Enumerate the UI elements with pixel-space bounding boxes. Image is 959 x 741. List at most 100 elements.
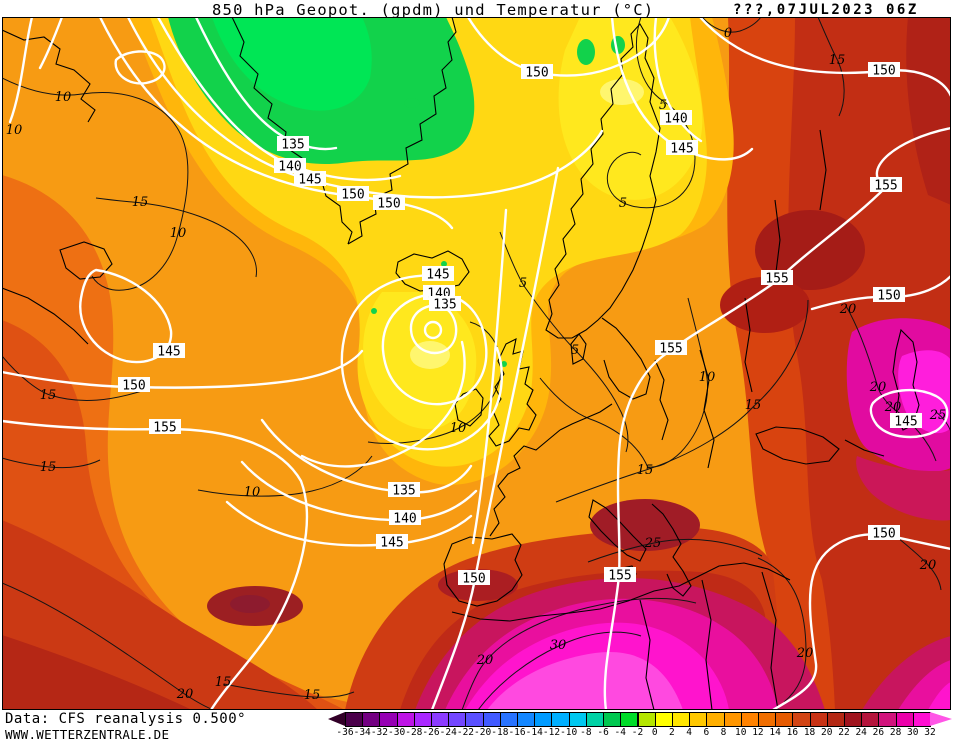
colorbar-box <box>775 712 794 727</box>
colorbar-box <box>878 712 897 727</box>
colorbar-box <box>551 712 570 727</box>
svg-text:150: 150 <box>122 379 145 394</box>
colorbar-box <box>740 712 759 727</box>
geopotential-label: 140 <box>660 110 692 127</box>
temperature-label: 5 <box>519 276 527 291</box>
colorbar-tick-label: -10 <box>560 727 578 738</box>
colorbar-tick-label: 24 <box>855 727 867 738</box>
svg-text:150: 150 <box>872 527 895 542</box>
geopotential-label: 135 <box>429 296 461 313</box>
colorbar-box <box>379 712 398 727</box>
geopotential-label: 140 <box>274 158 306 175</box>
geopotential-label: 135 <box>388 482 420 499</box>
svg-text:135: 135 <box>433 298 456 313</box>
colorbar-tick-label: 4 <box>686 727 692 738</box>
colorbar-box <box>671 712 691 727</box>
colorbar-box <box>861 712 880 727</box>
svg-text:145: 145 <box>157 345 180 360</box>
temperature-label: 20 <box>884 400 902 415</box>
colorbar-tick-label: 26 <box>872 727 885 738</box>
page-title: 850 hPa Geopot. (gpdm) und Temperatur (°… <box>212 1 655 19</box>
geopotential-label: 155 <box>761 270 793 287</box>
colorbar-tick-label: 16 <box>786 727 799 738</box>
temperature-label: 15 <box>304 688 321 703</box>
temperature-label: 10 <box>6 123 23 138</box>
geopotential-label: 145 <box>294 171 326 188</box>
colorbar-box <box>517 712 536 727</box>
geopotential-label: 155 <box>149 419 181 436</box>
colorbar-box <box>413 712 433 727</box>
colorbar-tick-label: -34 <box>353 727 371 738</box>
svg-text:150: 150 <box>877 289 900 304</box>
colorbar-box <box>603 712 622 727</box>
temperature-label: 20 <box>839 302 857 317</box>
svg-text:155: 155 <box>608 569 631 584</box>
svg-text:150: 150 <box>377 197 400 212</box>
colorbar-box <box>809 712 828 727</box>
svg-text:155: 155 <box>765 272 788 287</box>
geopotential-label: 150 <box>868 62 900 79</box>
colorbar-over-arrow <box>930 712 952 726</box>
temperature-label: 20 <box>869 380 887 395</box>
temperature-label: 20 <box>796 646 814 661</box>
temperature-label: 5 <box>619 196 627 211</box>
temperature-label: 20 <box>919 558 937 573</box>
colorbar-box <box>792 712 811 727</box>
geopotential-label: 135 <box>277 136 309 153</box>
svg-text:155: 155 <box>659 342 682 357</box>
colorbar-box <box>431 712 450 727</box>
svg-text:145: 145 <box>380 536 403 551</box>
colorbar-tick-label: -12 <box>542 727 561 738</box>
colorbar-box <box>843 712 863 727</box>
colorbar-tick-label: -14 <box>525 727 543 738</box>
colorbar-tick-label: 0 <box>651 727 658 738</box>
colorbar-tick-label: 12 <box>752 727 764 738</box>
colorbar-tick-label: -26 <box>422 727 440 738</box>
svg-text:145: 145 <box>670 142 693 157</box>
colorbar-tick-label: -16 <box>508 727 526 738</box>
colorbar-box <box>637 712 656 727</box>
svg-text:150: 150 <box>341 188 364 203</box>
colorbar-tick-label: -32 <box>370 727 388 738</box>
geopotential-label: 145 <box>666 140 698 157</box>
colorbar-box <box>448 712 467 727</box>
data-source-text: Data: CFS reanalysis 0.500° <box>5 711 247 727</box>
colorbar-box <box>723 712 742 727</box>
temperature-label: 10 <box>170 226 187 241</box>
colorbar-tick-label: 22 <box>838 727 850 738</box>
colorbar-box <box>912 712 931 727</box>
colorbar-tick-label: 2 <box>669 727 675 738</box>
geopotential-label: 145 <box>422 266 454 283</box>
geopotential-label: 145 <box>153 343 185 360</box>
colorbar-tick-label: -20 <box>474 727 492 738</box>
svg-text:145: 145 <box>894 415 917 430</box>
colorbar-tick-label: 30 <box>907 727 919 738</box>
svg-text:140: 140 <box>393 512 416 527</box>
geopotential-label: 155 <box>655 340 687 357</box>
temperature-label: 10 <box>699 370 716 385</box>
svg-text:150: 150 <box>525 66 548 81</box>
svg-text:145: 145 <box>298 173 321 188</box>
svg-text:140: 140 <box>278 160 301 175</box>
colorbar-tick-label: -18 <box>491 727 509 738</box>
geopotential-label: 150 <box>868 525 900 542</box>
temperature-label: 15 <box>215 675 232 690</box>
colorbar-tick-label: 14 <box>769 727 781 738</box>
svg-text:135: 135 <box>392 484 415 499</box>
colorbar-tick-label: 8 <box>720 727 727 738</box>
temperature-label: 25 <box>644 536 662 551</box>
colorbar-box <box>689 712 708 727</box>
geopotential-label: 150 <box>521 64 553 81</box>
geopotential-label: 155 <box>604 567 636 584</box>
colorbar-tick-label: -30 <box>388 727 406 738</box>
colorbar-box <box>345 712 364 727</box>
temperature-label: 20 <box>176 687 194 702</box>
temperature-contours <box>2 17 951 710</box>
colorbar-tick-label: 10 <box>735 727 747 738</box>
temperature-label: 15 <box>132 195 149 210</box>
colorbar-tick-label: 6 <box>703 727 710 738</box>
colorbar-tick-label: -24 <box>439 727 457 738</box>
colorbar-tick-label: -6 <box>597 727 609 738</box>
temperature-label: 15 <box>637 463 654 478</box>
